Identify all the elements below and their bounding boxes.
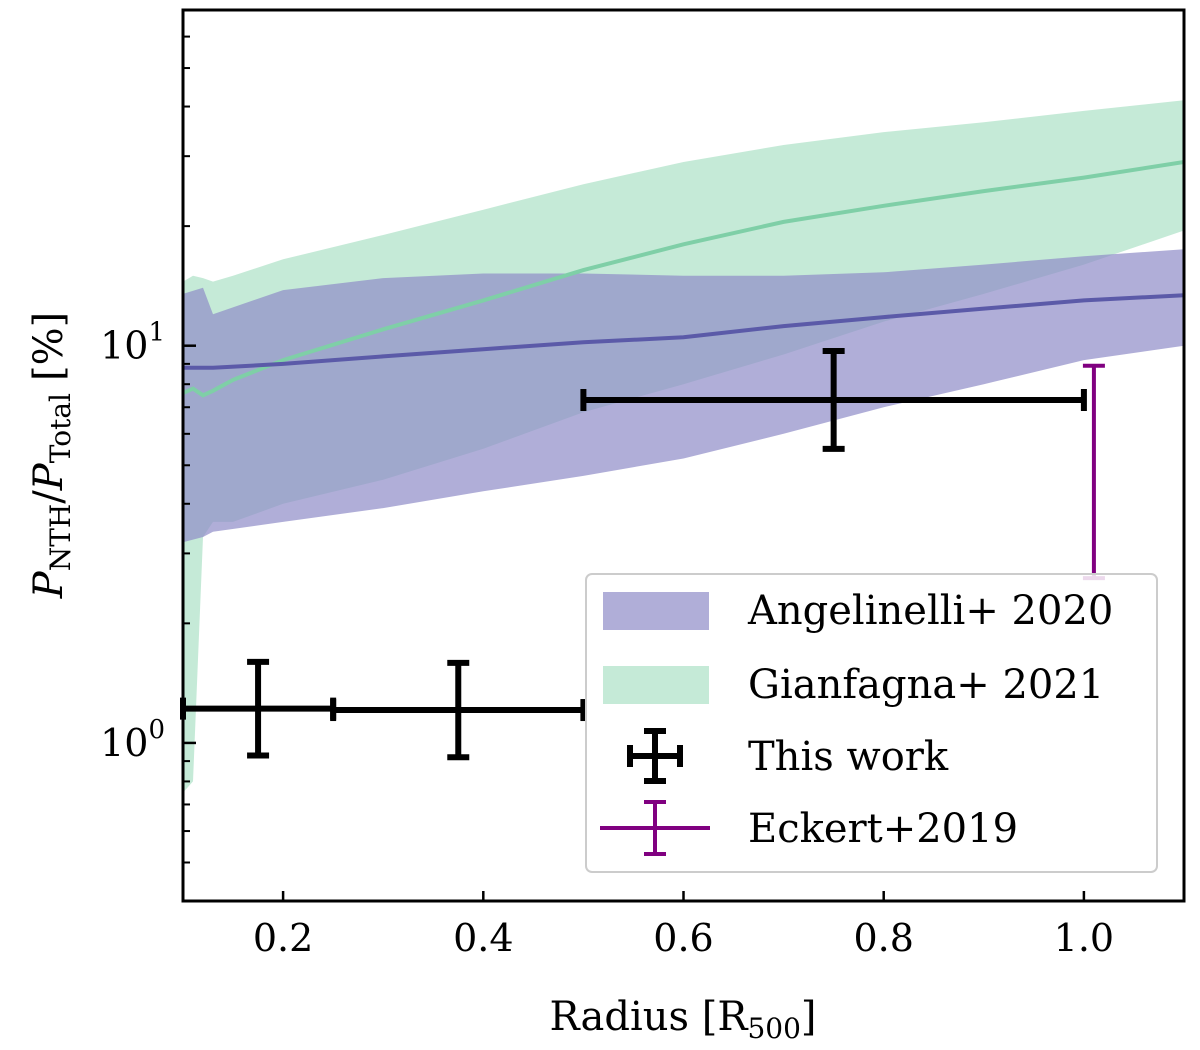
x-axis-title: Radius [R500]	[549, 994, 816, 1045]
legend-label: Angelinelli+ 2020	[747, 588, 1113, 634]
x-tick-label: 0.2	[253, 916, 313, 960]
legend-entry-this-work: This work	[627, 728, 949, 784]
legend: Angelinelli+ 2020 Gianfagna+ 2021 This wor…	[585, 573, 1158, 873]
x-tick-label: 0.6	[653, 916, 713, 960]
y-tick-label: 101	[100, 318, 165, 368]
legend-label: Gianfagna+ 2021	[748, 662, 1104, 708]
errorbars-layer	[180, 347, 1105, 761]
bands-layer	[183, 100, 1184, 793]
x-tick-label: 0.4	[453, 916, 513, 960]
legend-label: Eckert+2019	[748, 806, 1018, 852]
legend-box	[585, 573, 1158, 873]
legend-label: This work	[748, 734, 949, 780]
legend-entry-gianfagna-2021: Gianfagna+ 2021	[603, 662, 1104, 708]
x-tick-label: 1.0	[1054, 916, 1114, 960]
y-tick-label: 100	[100, 715, 165, 765]
band-angelinelli-2020	[183, 249, 1184, 543]
legend-entry-eckert-2019: Eckert+2019	[600, 800, 1018, 856]
axes-layer: 0.2 0.4 0.6 0.8 1.0 100 101	[100, 8, 1186, 960]
legend-swatch	[603, 592, 709, 630]
median-line-gianfagna-2021	[183, 160, 1184, 398]
errorbar-this-work-2	[330, 659, 587, 761]
y-axis-title: PNTH/PTotal[%]	[26, 312, 77, 599]
errorbar-this-work-3	[580, 347, 1087, 452]
legend-swatch	[603, 666, 709, 704]
median-line-angelinelli-2020	[183, 293, 1184, 370]
x-tick-label: 0.8	[853, 916, 913, 960]
legend-entry-angelinelli-2020: Angelinelli+ 2020	[603, 588, 1113, 634]
